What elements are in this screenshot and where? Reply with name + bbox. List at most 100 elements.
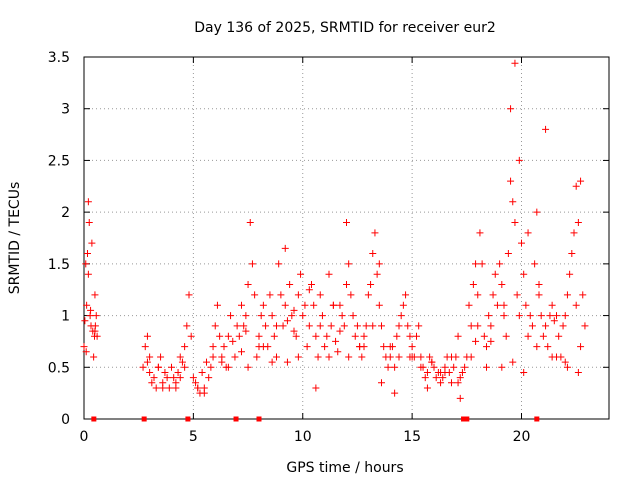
data-point [367, 281, 375, 289]
data-point [209, 353, 217, 361]
data-point [248, 260, 256, 268]
data-point [159, 384, 167, 392]
data-point [216, 332, 224, 340]
data-point [253, 353, 261, 361]
y-tick-label: 2 [61, 205, 70, 221]
data-point [574, 368, 582, 376]
x-tick-label: 0 [80, 429, 89, 445]
data-point [528, 322, 536, 330]
y-axis: 0 0.5 1 1.5 2 2.5 3 3.5 [48, 50, 609, 428]
data-point [546, 312, 554, 320]
data-point [439, 374, 447, 382]
data-point [242, 312, 250, 320]
data-point [485, 312, 493, 320]
data-point [238, 348, 245, 356]
data-point [408, 353, 416, 361]
data-point [458, 368, 466, 376]
data-point [533, 343, 541, 351]
data-point [316, 291, 324, 299]
data-point [80, 343, 88, 351]
data-point [259, 301, 267, 309]
y-tick-label: 3 [61, 102, 70, 118]
data-point [548, 301, 556, 309]
gap-marker [185, 416, 191, 422]
data-point [474, 291, 482, 299]
data-point [185, 291, 193, 299]
plot-area [83, 56, 610, 420]
data-point [360, 332, 368, 340]
data-point [369, 250, 377, 258]
gap-marker [141, 416, 147, 422]
gap-marker [534, 416, 540, 422]
data-point [415, 322, 423, 330]
data-point [507, 105, 515, 113]
data-point [574, 218, 582, 226]
data-point [273, 322, 280, 330]
data-point [224, 332, 232, 340]
gap-marker [256, 416, 262, 422]
data-point [454, 379, 462, 387]
data-point [314, 353, 322, 361]
data-point [496, 260, 504, 268]
y-tick-label: 1.5 [48, 257, 70, 273]
data-point [174, 368, 182, 376]
data-point [227, 312, 235, 320]
gap-marker [91, 416, 97, 422]
data-point [84, 250, 91, 258]
data-point [310, 301, 318, 309]
data-point [432, 374, 440, 382]
data-point [520, 270, 528, 278]
data-point [358, 353, 366, 361]
data-point [305, 286, 313, 294]
data-point [312, 332, 320, 340]
data-point [325, 353, 333, 361]
y-tick-label: 2.5 [48, 153, 70, 169]
data-point [84, 198, 92, 206]
data-point [305, 322, 313, 330]
data-point [308, 281, 315, 289]
data-point [192, 379, 200, 387]
data-point [524, 229, 532, 237]
data-point [87, 306, 95, 314]
data-point [450, 363, 458, 371]
data-point [294, 291, 302, 299]
gap-marker [233, 416, 239, 422]
x-axis: 0 5 10 15 20 [80, 57, 530, 445]
data-series [80, 59, 589, 402]
data-point [577, 177, 585, 185]
data-point [417, 363, 425, 371]
data-point [472, 337, 480, 345]
data-point [218, 358, 226, 366]
data-point [577, 343, 585, 351]
data-point [91, 327, 99, 335]
data-point [338, 312, 346, 320]
data-point [229, 337, 237, 345]
y-tick-label: 3.5 [48, 50, 70, 66]
data-point [386, 353, 394, 361]
data-point [375, 260, 383, 268]
data-point [270, 332, 278, 340]
data-point [349, 312, 357, 320]
data-point [561, 358, 569, 366]
data-point [231, 353, 239, 361]
data-point [211, 322, 219, 330]
data-point [408, 343, 416, 351]
data-point [139, 363, 147, 371]
data-point [176, 353, 184, 361]
data-point [507, 177, 515, 185]
data-point [371, 229, 379, 237]
data-point [364, 291, 372, 299]
data-point [242, 327, 250, 335]
grid-lines [84, 57, 609, 419]
data-point [343, 218, 350, 226]
data-point [273, 353, 280, 361]
data-point [294, 353, 302, 361]
data-point [93, 332, 101, 340]
data-point [84, 270, 92, 278]
chart-title: Day 136 of 2025, SRMTID for receiver eur… [194, 20, 496, 36]
data-point [509, 358, 517, 366]
data-point [343, 281, 350, 289]
data-point [90, 353, 98, 361]
data-point [491, 270, 499, 278]
data-point [531, 260, 539, 268]
